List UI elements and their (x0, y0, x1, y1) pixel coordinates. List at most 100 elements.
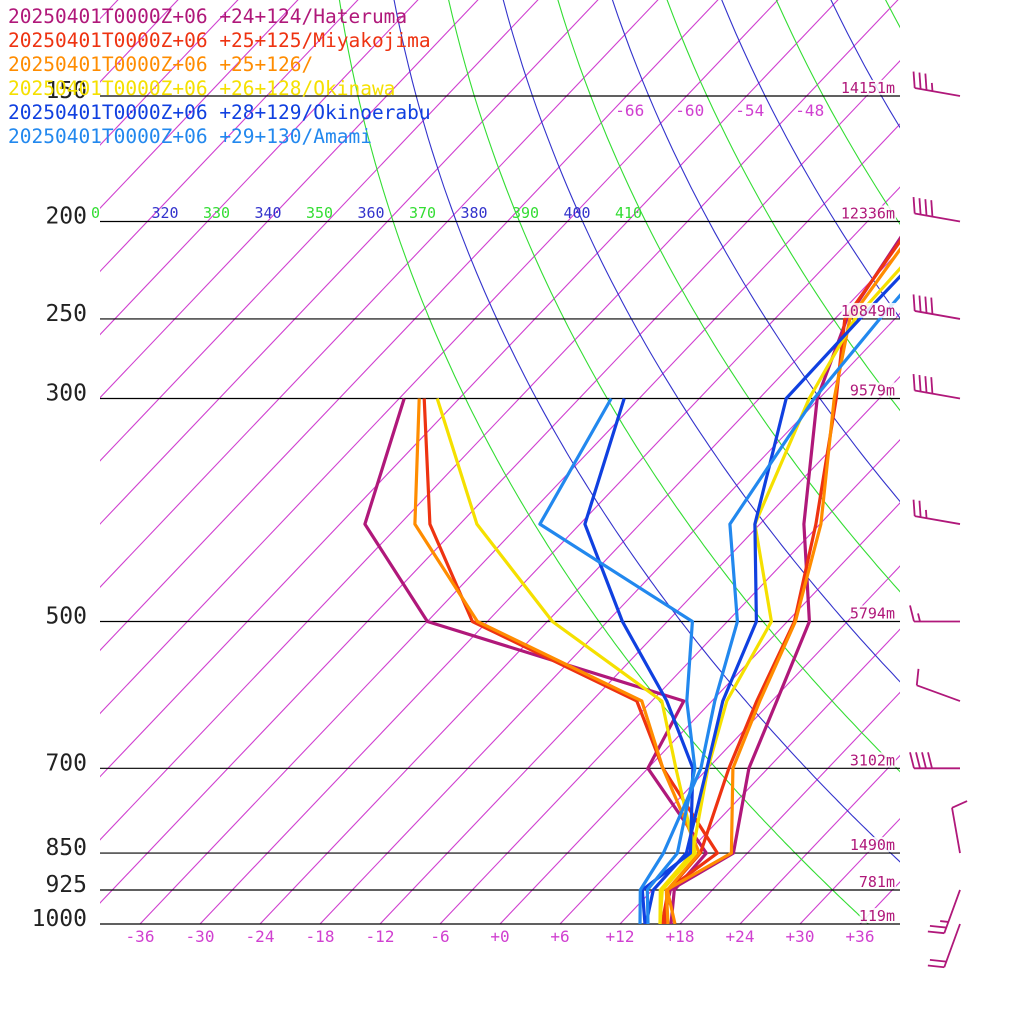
isotherm-line (499, 502, 900, 924)
temperature-tick-label: -6 (430, 927, 449, 946)
legend-entry: 20250401T0000Z+06 +25+125/Miyakojima (8, 29, 431, 52)
temperature-tick-label: -12 (366, 927, 395, 946)
temperature-tick-label: -24 (246, 927, 275, 946)
wind-barbs (909, 71, 968, 969)
theta-curve (448, 0, 900, 773)
isotherm-line (100, 0, 659, 588)
pressure-label: 250 (45, 301, 87, 327)
theta-label: 400 (564, 204, 591, 222)
dewpoint-line (538, 397, 697, 924)
theta-label: 350 (306, 204, 333, 222)
temperature-line (638, 293, 900, 924)
isotherm-line (100, 0, 599, 525)
legend-entry: 20250401T0000Z+06 +25+126/ (8, 53, 314, 76)
temperature-tick-label: +6 (550, 927, 569, 946)
theta-label: 370 (409, 204, 436, 222)
isotherm-line (559, 565, 900, 924)
theta-curve (338, 0, 869, 924)
temperature-tick-label: -36 (126, 927, 155, 946)
height-label-bg (841, 79, 896, 95)
pressure-label: 150 (45, 78, 87, 104)
isotherm-lines (100, 0, 1024, 924)
isotherm-line (100, 0, 359, 273)
isotherm-line (139, 123, 900, 924)
isotherm-line (679, 691, 900, 924)
legend-entry: 20250401T0000Z+06 +29+130/Amami (8, 125, 372, 148)
isotherm-line (319, 312, 900, 924)
height-label-bg (850, 752, 896, 768)
wind-barb (912, 197, 961, 223)
pressure-label: 700 (45, 750, 87, 776)
temperature-tick-label: +18 (666, 927, 695, 946)
sounding-series (363, 235, 900, 924)
temperature-line (658, 266, 900, 924)
isotherm-line (100, 0, 839, 778)
wind-barb (927, 889, 961, 935)
isotherm-line (100, 0, 779, 715)
height-label: 781m (859, 873, 895, 891)
pressure-label: 300 (45, 381, 87, 407)
pressure-label: 200 (45, 204, 87, 230)
theta-curve (721, 0, 900, 320)
theta-label: 360 (358, 204, 385, 222)
isotherm-label: -66 (615, 101, 644, 120)
potential-temperature-curves (338, 0, 900, 924)
temperature-tick-label: +12 (606, 927, 635, 946)
height-label: 14151m (841, 79, 895, 97)
isotherm-label: -54 (735, 101, 764, 120)
theta-label: 340 (255, 204, 282, 222)
wind-barb (912, 374, 961, 400)
axis-labels: 0320330340350360370380390400410100150200… (32, 78, 896, 946)
legend: 20250401T0000Z+06 +24+124/Hateruma 202504… (8, 5, 431, 149)
temperature-line (664, 246, 900, 924)
isotherm-label: -60 (675, 101, 704, 120)
theta-label: 0 (91, 204, 100, 222)
height-label: 12336m (841, 205, 895, 223)
height-label-bg (841, 205, 896, 221)
isotherm-line (619, 628, 900, 924)
isotherm-line (199, 186, 900, 924)
pressure-label: 500 (45, 603, 87, 629)
height-label: 1490m (850, 836, 895, 854)
isotherm-line (100, 0, 899, 841)
isotherm-label: -48 (795, 101, 824, 120)
wind-barb (909, 752, 960, 770)
theta-label: 330 (203, 204, 230, 222)
dewpoint-line (413, 398, 701, 924)
height-label: 5794m (850, 604, 895, 622)
height-label-bg (859, 873, 896, 889)
temperature-tick-label: +36 (846, 927, 875, 946)
pressure-label: 925 (45, 872, 87, 898)
temperature-tick-label: -30 (186, 927, 215, 946)
height-label-bg (841, 302, 896, 318)
temperature-tick-label: +24 (726, 927, 755, 946)
temperature-tick-label: +30 (786, 927, 815, 946)
theta-label: 320 (152, 204, 179, 222)
wind-barb (912, 499, 961, 525)
theta-curve (611, 0, 900, 503)
wind-barb (909, 605, 960, 623)
height-label-bg (850, 605, 896, 621)
theta-label: 390 (512, 204, 539, 222)
height-label-bg (859, 908, 896, 923)
isotherm-line (859, 881, 900, 924)
theta-label: 410 (615, 204, 642, 222)
isotherm-line (100, 0, 419, 336)
isotherm-line (100, 0, 719, 652)
height-label: 3102m (850, 751, 895, 769)
isotherm-line (920, 0, 1024, 924)
legend-entry: 20250401T0000Z+06 +26+128/Okinawa (8, 77, 396, 100)
dewpoint-line (435, 398, 697, 924)
pressure-label: 1000 (32, 906, 87, 932)
dewpoint-line (422, 398, 719, 924)
height-label: 10849m (841, 302, 895, 320)
isotherm-line (439, 438, 900, 924)
isotherm-line (379, 375, 900, 924)
height-label-bg (850, 382, 896, 398)
isotherm-line (799, 817, 900, 924)
height-label-bg (850, 837, 896, 853)
temperature-tick-label: +0 (490, 927, 509, 946)
wind-barb (915, 668, 961, 702)
pressure-lines (100, 95, 900, 925)
